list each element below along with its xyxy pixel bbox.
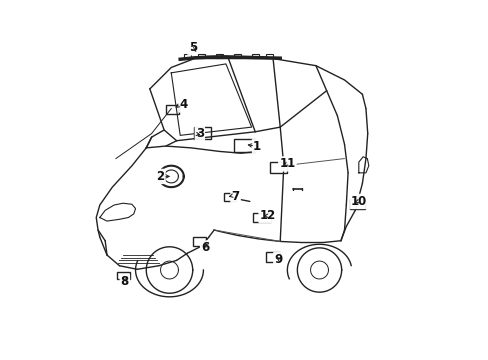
Bar: [265, 252, 280, 262]
Bar: [192, 237, 206, 246]
Bar: [224, 193, 235, 202]
Bar: [198, 54, 205, 58]
Text: 3: 3: [195, 127, 203, 140]
Bar: [194, 127, 210, 139]
Text: 5: 5: [188, 41, 197, 54]
Text: 8: 8: [121, 275, 129, 288]
Text: 12: 12: [259, 209, 275, 222]
Bar: [165, 105, 179, 114]
Bar: [251, 54, 258, 58]
Text: 1: 1: [252, 140, 261, 153]
Text: 9: 9: [274, 253, 282, 266]
Text: 4: 4: [179, 99, 187, 112]
Bar: [116, 272, 130, 279]
Text: 2: 2: [156, 170, 164, 183]
Text: 6: 6: [201, 241, 209, 255]
Bar: [253, 213, 271, 222]
Bar: [183, 54, 190, 58]
Text: 11: 11: [279, 157, 295, 170]
Bar: [233, 54, 241, 58]
Bar: [265, 54, 272, 58]
Text: 7: 7: [231, 190, 239, 203]
Bar: [216, 54, 223, 58]
Bar: [270, 162, 287, 173]
Bar: [349, 199, 364, 209]
Bar: [233, 139, 255, 152]
Text: 10: 10: [350, 195, 366, 208]
